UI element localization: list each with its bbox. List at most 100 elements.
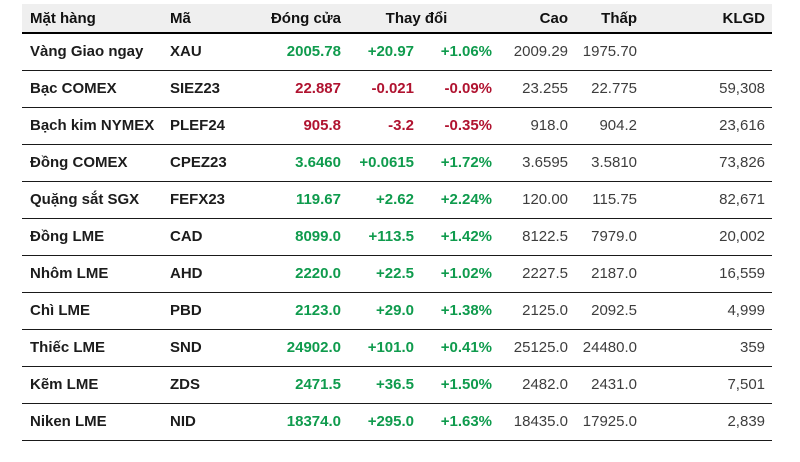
close-price: 8099.0 xyxy=(260,218,341,256)
table-row: Chì LME PBD 2123.0 +29.0 +1.38% 2125.0 2092.5 4… xyxy=(22,292,773,330)
table-row: Vàng Giao ngay XAU 2005.78 +20.97 +1.06% 2009… xyxy=(22,33,773,71)
close-price: 2123.0 xyxy=(260,292,341,330)
change-percent: -0.35% xyxy=(414,107,493,145)
change-percent: +1.72% xyxy=(414,144,493,182)
low-price: 17925.0 xyxy=(568,403,638,441)
change-percent: +1.02% xyxy=(414,255,493,293)
table-row: Bạc COMEX SIEZ23 22.887 -0.021 -0.09% 23.255 2… xyxy=(22,70,773,108)
commodity-name: Niken LME xyxy=(22,403,170,441)
commodity-name: Bạch kim NYMEX xyxy=(22,107,170,145)
low-price: 1975.70 xyxy=(568,33,638,71)
volume: 16,559 xyxy=(637,255,773,293)
col-header-close: Đóng cửa xyxy=(260,4,341,34)
change-value: +36.5 xyxy=(341,366,414,404)
close-price: 3.6460 xyxy=(260,144,341,182)
commodity-code: SIEZ23 xyxy=(170,70,260,108)
high-price: 25125.0 xyxy=(492,329,569,367)
change-percent: +2.24% xyxy=(414,181,493,219)
close-price: 2471.5 xyxy=(260,366,341,404)
commodity-code: AHD xyxy=(170,255,260,293)
low-price: 3.5810 xyxy=(568,144,638,182)
low-price: 2187.0 xyxy=(568,255,638,293)
close-price: 18374.0 xyxy=(260,403,341,441)
volume: 59,308 xyxy=(637,70,773,108)
high-price: 3.6595 xyxy=(492,144,569,182)
volume: 7,501 xyxy=(637,366,773,404)
volume xyxy=(637,33,773,71)
commodity-name: Đồng LME xyxy=(22,218,170,256)
close-price: 2220.0 xyxy=(260,255,341,293)
commodity-price-table: Mặt hàng Mã Đóng cửa Thay đổi Cao Thấp K… xyxy=(22,4,773,441)
commodity-name: Kẽm LME xyxy=(22,366,170,404)
volume: 73,826 xyxy=(637,144,773,182)
table-row: Nhôm LME AHD 2220.0 +22.5 +1.02% 2227.5 2187.0… xyxy=(22,255,773,293)
change-percent: +1.63% xyxy=(414,403,493,441)
change-percent: +1.38% xyxy=(414,292,493,330)
change-value: +22.5 xyxy=(341,255,414,293)
close-price: 2005.78 xyxy=(260,33,341,71)
table-row: Đồng COMEX CPEZ23 3.6460 +0.0615 +1.72% 3.659… xyxy=(22,144,773,182)
commodity-code: CPEZ23 xyxy=(170,144,260,182)
commodity-code: NID xyxy=(170,403,260,441)
low-price: 2431.0 xyxy=(568,366,638,404)
change-value: +101.0 xyxy=(341,329,414,367)
commodity-code: ZDS xyxy=(170,366,260,404)
commodity-price-panel: Mặt hàng Mã Đóng cửa Thay đổi Cao Thấp K… xyxy=(22,4,773,441)
high-price: 2009.29 xyxy=(492,33,569,71)
col-header-commodity: Mặt hàng xyxy=(22,4,170,34)
change-value: +20.97 xyxy=(341,33,414,71)
close-price: 905.8 xyxy=(260,107,341,145)
col-header-volume: KLGD xyxy=(637,4,773,34)
table-row: Quặng sắt SGX FEFX23 119.67 +2.62 +2.24% 120.… xyxy=(22,181,773,219)
change-value: +113.5 xyxy=(341,218,414,256)
change-value: -3.2 xyxy=(341,107,414,145)
table-row: Thiếc LME SND 24902.0 +101.0 +0.41% 25125.0 24… xyxy=(22,329,773,367)
close-price: 119.67 xyxy=(260,181,341,219)
change-percent: +1.50% xyxy=(414,366,493,404)
commodity-code: CAD xyxy=(170,218,260,256)
low-price: 24480.0 xyxy=(568,329,638,367)
change-percent: +1.42% xyxy=(414,218,493,256)
low-price: 22.775 xyxy=(568,70,638,108)
commodity-name: Chì LME xyxy=(22,292,170,330)
commodity-name: Quặng sắt SGX xyxy=(22,181,170,219)
low-price: 904.2 xyxy=(568,107,638,145)
commodity-name: Đồng COMEX xyxy=(22,144,170,182)
change-value: +2.62 xyxy=(341,181,414,219)
high-price: 2227.5 xyxy=(492,255,569,293)
high-price: 2482.0 xyxy=(492,366,569,404)
col-header-low: Thấp xyxy=(568,4,638,34)
commodity-code: PBD xyxy=(170,292,260,330)
low-price: 115.75 xyxy=(568,181,638,219)
commodity-code: FEFX23 xyxy=(170,181,260,219)
change-percent: +1.06% xyxy=(414,33,493,71)
table-row: Kẽm LME ZDS 2471.5 +36.5 +1.50% 2482.0 2431.0 7… xyxy=(22,366,773,404)
change-value: +0.0615 xyxy=(341,144,414,182)
low-price: 2092.5 xyxy=(568,292,638,330)
commodity-code: PLEF24 xyxy=(170,107,260,145)
high-price: 18435.0 xyxy=(492,403,569,441)
volume: 359 xyxy=(637,329,773,367)
low-price: 7979.0 xyxy=(568,218,638,256)
high-price: 2125.0 xyxy=(492,292,569,330)
table-row: Đồng LME CAD 8099.0 +113.5 +1.42% 8122.5 7979.… xyxy=(22,218,773,256)
change-value: +295.0 xyxy=(341,403,414,441)
volume: 20,002 xyxy=(637,218,773,256)
col-header-code: Mã xyxy=(170,4,260,34)
col-header-high: Cao xyxy=(492,4,569,34)
volume: 2,839 xyxy=(637,403,773,441)
change-value: +29.0 xyxy=(341,292,414,330)
change-percent: -0.09% xyxy=(414,70,493,108)
commodity-code: XAU xyxy=(170,33,260,71)
commodity-name: Thiếc LME xyxy=(22,329,170,367)
change-value: -0.021 xyxy=(341,70,414,108)
high-price: 918.0 xyxy=(492,107,569,145)
high-price: 23.255 xyxy=(492,70,569,108)
col-header-change: Thay đổi xyxy=(341,4,493,34)
table-body: Vàng Giao ngay XAU 2005.78 +20.97 +1.06% 2009… xyxy=(22,33,773,441)
high-price: 8122.5 xyxy=(492,218,569,256)
table-row: Niken LME NID 18374.0 +295.0 +1.63% 18435.0 17… xyxy=(22,403,773,441)
volume: 4,999 xyxy=(637,292,773,330)
commodity-name: Vàng Giao ngay xyxy=(22,33,170,71)
high-price: 120.00 xyxy=(492,181,569,219)
